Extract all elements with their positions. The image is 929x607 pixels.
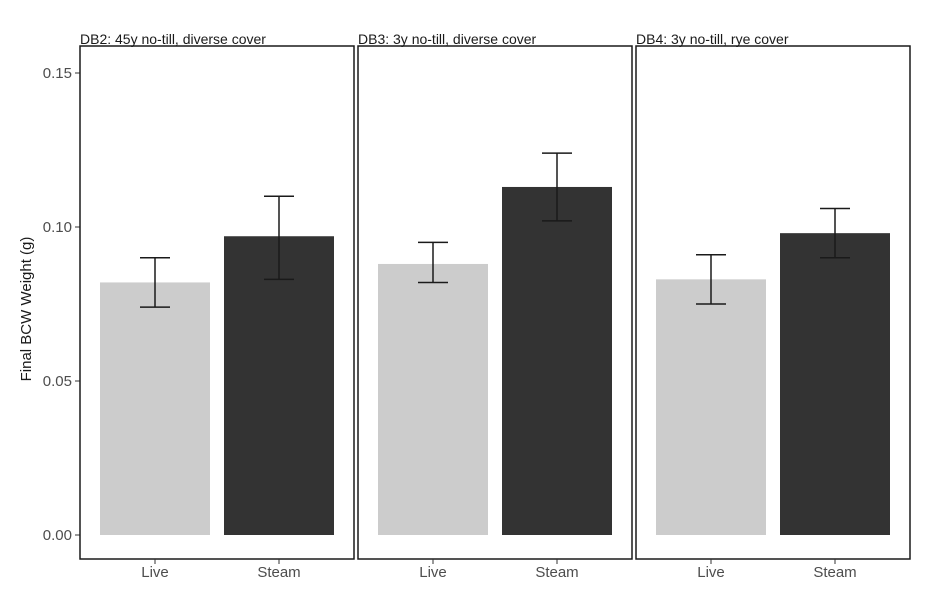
error-bar	[542, 152, 572, 222]
y-tick-label: 0.15	[43, 65, 72, 82]
x-tick-label: Steam	[813, 564, 856, 581]
y-axis-title: Final BCW Weight (g)	[18, 237, 35, 382]
error-bar	[418, 241, 448, 284]
y-tick-label: 0.10	[43, 219, 72, 236]
x-tick-label: Steam	[257, 564, 300, 581]
bar-live	[100, 282, 210, 535]
bar-live	[656, 279, 766, 535]
panel-border	[635, 45, 911, 560]
facet-panel: DB3: 3y no-till, diverse cover Live Steam	[357, 31, 633, 581]
x-tick-label: Live	[141, 564, 169, 581]
panel-title: DB2: 45y no-till, diverse cover	[80, 31, 266, 47]
facet-panels: DB2: 45y no-till, diverse cover Live Steam…	[79, 31, 911, 581]
bar-steam	[224, 236, 334, 536]
facet-panel: DB4: 3y no-till, rye cover Live Steam	[635, 31, 911, 581]
error-bar	[820, 207, 850, 259]
panel-title: DB4: 3y no-till, rye cover	[636, 31, 789, 47]
panel-border	[357, 45, 633, 560]
x-tick-label: Live	[697, 564, 725, 581]
error-bar	[696, 253, 726, 305]
bar-steam	[502, 186, 612, 535]
panel-border	[79, 45, 355, 560]
facet-panel: DB2: 45y no-till, diverse cover Live Steam	[79, 31, 355, 581]
x-tick-label: Live	[419, 564, 447, 581]
x-tick-label: Steam	[535, 564, 578, 581]
y-tick-label: 0.05	[43, 373, 72, 390]
error-bar	[264, 195, 294, 281]
bar-live	[378, 263, 488, 535]
error-bar	[140, 257, 170, 308]
y-axis: 0.00 0.05 0.10 0.15	[43, 65, 80, 544]
panel-title: DB3: 3y no-till, diverse cover	[358, 31, 537, 47]
bar-steam	[780, 233, 890, 535]
y-tick-label: 0.00	[43, 527, 72, 544]
